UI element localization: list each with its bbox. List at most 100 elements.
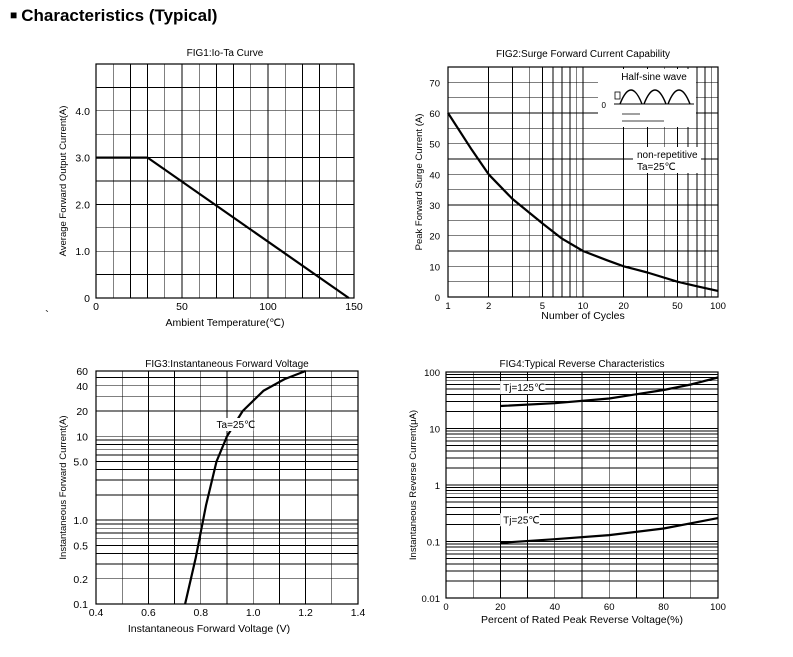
x-tick-label: 100 bbox=[259, 301, 277, 313]
x-tick-label: 20 bbox=[618, 301, 629, 312]
x-tick-label: 1.2 bbox=[298, 607, 313, 619]
y-tick-label: 60 bbox=[76, 366, 88, 378]
fig3-title: FIG3:Instantaneous Forward Voltage bbox=[145, 359, 309, 370]
fig3-y-axis-label: Instantaneous Forward Current(A) bbox=[58, 415, 69, 559]
half-sine-wave-icon bbox=[667, 89, 691, 105]
fig4-tj125-label: Tj=125℃ bbox=[503, 383, 545, 394]
fig1-title: FIG1:Io-Ta Curve bbox=[187, 48, 264, 59]
y-tick-label: 0.2 bbox=[73, 574, 88, 586]
half-sine-wave-icon bbox=[619, 89, 643, 105]
y-tick-label: 30 bbox=[429, 201, 440, 212]
y-tick-label: 100 bbox=[424, 368, 440, 379]
x-tick-label: 1.4 bbox=[351, 607, 366, 619]
y-tick-label: 0 bbox=[84, 293, 90, 305]
y-tick-label: 10 bbox=[429, 425, 440, 436]
fig1-x-axis-label: Ambient Temperature(℃) bbox=[166, 317, 285, 329]
x-tick-label: 2 bbox=[486, 301, 491, 312]
ta-label: Ta=25℃ bbox=[637, 162, 676, 173]
half-sine-wave-icon bbox=[643, 89, 667, 105]
y-tick-label: 2.0 bbox=[75, 199, 90, 211]
page-title: ■ Characteristics (Typical) bbox=[10, 6, 217, 26]
x-tick-label: 5 bbox=[540, 301, 545, 312]
fig2-chart: FIG2:Surge Forward Current Capability 1 2 5… bbox=[414, 49, 726, 322]
fig3-chart: FIG3:Instantaneous Forward Voltage 0.4 0.6… bbox=[58, 359, 365, 635]
fig1-y-axis-label: Average Forward Output Current(A) bbox=[58, 106, 69, 257]
fig3-ta-label: Ta=25℃ bbox=[217, 420, 256, 431]
y-tick-label: 1.0 bbox=[73, 515, 88, 527]
y-tick-label: 20 bbox=[76, 406, 88, 418]
x-tick-label: 10 bbox=[578, 301, 589, 312]
y-tick-label: 4.0 bbox=[75, 106, 90, 118]
fig2-series-line bbox=[447, 112, 719, 292]
fig3-series-line bbox=[184, 369, 306, 605]
y-tick-label: 40 bbox=[429, 170, 440, 181]
fig2-waveform-inset: Half-sine wave 0 bbox=[598, 69, 696, 127]
fig4-tj125-label-bg bbox=[500, 381, 546, 395]
x-tick-label: 100 bbox=[710, 301, 726, 312]
y-tick-label: 0.01 bbox=[422, 594, 441, 605]
note-bg bbox=[633, 147, 701, 173]
fig4-grid bbox=[445, 371, 719, 599]
inset-pulse-marker bbox=[614, 91, 621, 100]
x-tick-label: 1.0 bbox=[246, 607, 261, 619]
y-tick-label: 1.0 bbox=[75, 246, 90, 258]
half-sine-wave-label: Half-sine wave bbox=[621, 72, 687, 83]
fig1-plot-frame bbox=[95, 63, 355, 299]
y-tick-label: 60 bbox=[429, 109, 440, 120]
x-tick-label: 150 bbox=[345, 301, 363, 313]
y-tick-label: 50 bbox=[429, 140, 440, 151]
fig4-tj25-label: Tj=25℃ bbox=[503, 515, 540, 526]
y-tick-label: 10 bbox=[76, 431, 88, 443]
fig1-grid bbox=[95, 63, 355, 299]
y-tick-label: 0.1 bbox=[427, 538, 440, 549]
x-tick-label: 0.4 bbox=[89, 607, 104, 619]
y-tick-label: 0 bbox=[435, 293, 440, 304]
x-tick-label: 60 bbox=[604, 602, 615, 613]
fig3-plot-frame bbox=[95, 370, 359, 605]
fig4-y-axis-label: Instantaneous Reverse Current(μA) bbox=[408, 410, 419, 560]
fig4-series-line-2 bbox=[500, 517, 719, 544]
title-bullet-icon: ■ bbox=[10, 8, 18, 22]
fig1-chart: FIG1:Io-Ta Curve 0 50 100 150 0 1.0 2.0 3.0 4.0 Am… bbox=[58, 48, 363, 329]
fig4-x-axis-label: Percent of Rated Peak Reverse Voltage(%) bbox=[481, 614, 683, 626]
x-tick-label: 0.6 bbox=[141, 607, 156, 619]
fig3-grid bbox=[95, 370, 359, 605]
x-tick-label: 40 bbox=[550, 602, 561, 613]
y-tick-label: 20 bbox=[429, 232, 440, 243]
x-tick-label: 50 bbox=[176, 301, 188, 313]
inset-zero-label: 0 bbox=[602, 101, 607, 110]
y-tick-label: 10 bbox=[429, 262, 440, 273]
fig4-chart: FIG4:Typical Reverse Characteristics 0 20 4… bbox=[408, 359, 726, 626]
x-tick-label: 0 bbox=[93, 301, 99, 313]
fig4-series-line-1 bbox=[500, 376, 719, 408]
non-repetitive-label: non-repetitive bbox=[637, 150, 698, 161]
fig2-plot-frame bbox=[447, 66, 719, 298]
fig3-ta-label-bg bbox=[213, 418, 254, 432]
x-tick-label: 80 bbox=[658, 602, 669, 613]
x-tick-label: 0 bbox=[443, 602, 448, 613]
fig2-x-axis-label: Number of Cycles bbox=[541, 310, 624, 322]
x-tick-label: 0.8 bbox=[193, 607, 208, 619]
y-tick-label: 0.5 bbox=[73, 540, 88, 552]
page-title-text: Characteristics (Typical) bbox=[21, 6, 218, 25]
x-tick-label: 1 bbox=[445, 301, 450, 312]
fig4-plot-frame bbox=[445, 371, 719, 599]
fig2-y-axis-label: Peak Forward Surge Current (A) bbox=[414, 114, 425, 251]
y-tick-label: 0.1 bbox=[73, 599, 88, 611]
stray-mark: ` bbox=[45, 308, 49, 322]
y-tick-label: 40 bbox=[76, 381, 88, 393]
y-tick-label: 1 bbox=[435, 481, 440, 492]
x-tick-label: 50 bbox=[672, 301, 683, 312]
fig2-title: FIG2:Surge Forward Current Capability bbox=[496, 49, 670, 60]
fig3-x-axis-label: Instantaneous Forward Voltage (V) bbox=[128, 623, 290, 635]
y-tick-label: 70 bbox=[429, 78, 440, 89]
x-tick-label: 20 bbox=[495, 602, 506, 613]
y-tick-label: 5.0 bbox=[73, 457, 88, 469]
fig4-tj25-label-bg bbox=[500, 513, 540, 527]
fig4-title: FIG4:Typical Reverse Characteristics bbox=[499, 359, 664, 370]
x-tick-label: 100 bbox=[710, 602, 726, 613]
y-tick-label: 3.0 bbox=[75, 153, 90, 165]
fig1-series-line bbox=[96, 156, 350, 299]
